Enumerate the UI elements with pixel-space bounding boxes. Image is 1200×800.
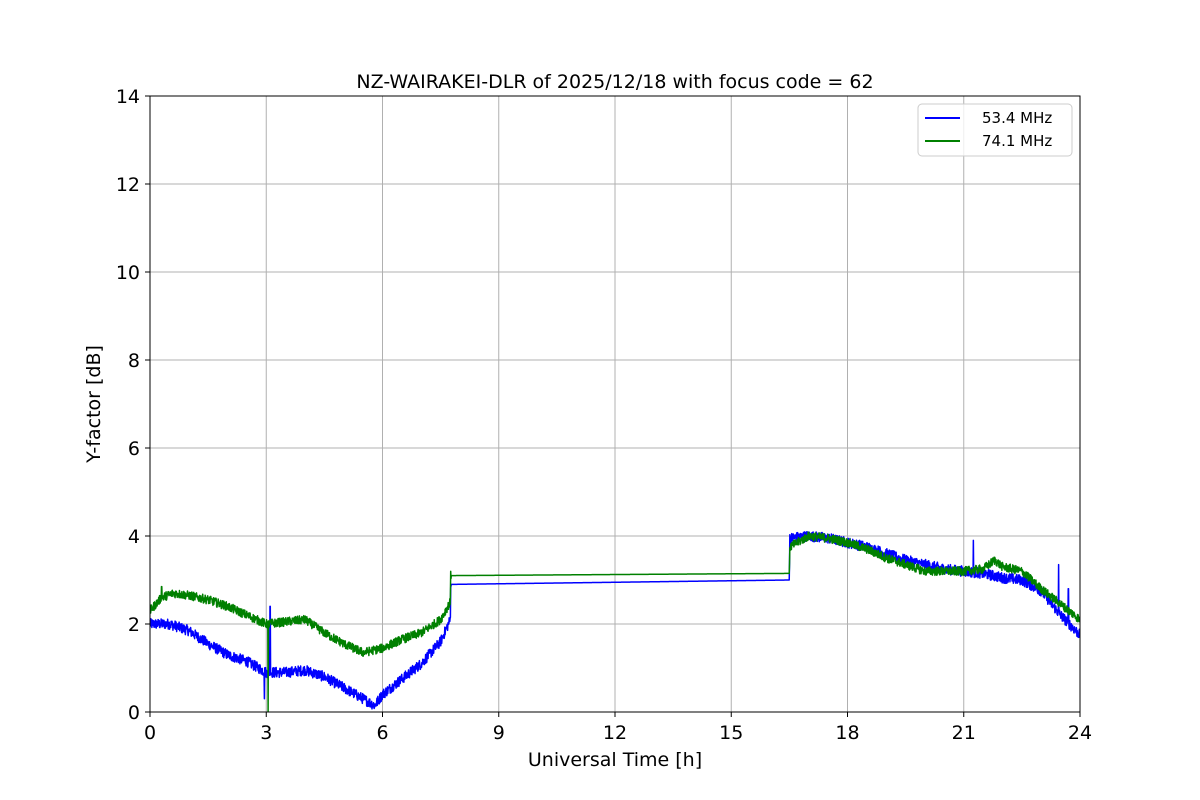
- legend: 53.4 MHz 74.1 MHz: [917, 103, 1073, 157]
- series-line-1: [150, 531, 1080, 712]
- x-tick-label: 15: [719, 722, 743, 744]
- y-tick-label: 12: [116, 174, 140, 196]
- x-tick-label: 12: [603, 722, 627, 744]
- y-tick-label: 6: [128, 438, 140, 460]
- legend-label-53mhz: 53.4 MHz: [982, 109, 1052, 127]
- x-tick-label: 0: [144, 722, 156, 744]
- y-tick-label: 4: [128, 526, 140, 548]
- x-tick-label: 9: [493, 722, 505, 744]
- y-tick-label: 8: [128, 350, 140, 372]
- x-tick-label: 24: [1068, 722, 1092, 744]
- y-tick-label: 10: [116, 262, 140, 284]
- x-tick-label: 18: [835, 722, 859, 744]
- y-axis-label: Y-factor [dB]: [83, 345, 105, 464]
- x-axis-label: Universal Time [h]: [528, 749, 702, 771]
- chart-title: NZ-WAIRAKEI-DLR of 2025/12/18 with focus…: [356, 71, 873, 93]
- x-tick-label: 21: [952, 722, 976, 744]
- series-layer: [150, 531, 1080, 712]
- series-line-0: [150, 531, 1080, 710]
- legend-label-74mhz: 74.1 MHz: [982, 132, 1052, 150]
- y-tick-label: 14: [116, 86, 140, 108]
- y-tick-label: 0: [128, 702, 140, 724]
- x-tick-label: 6: [376, 722, 388, 744]
- x-tick-label: 3: [260, 722, 272, 744]
- y-tick-label: 2: [128, 614, 140, 636]
